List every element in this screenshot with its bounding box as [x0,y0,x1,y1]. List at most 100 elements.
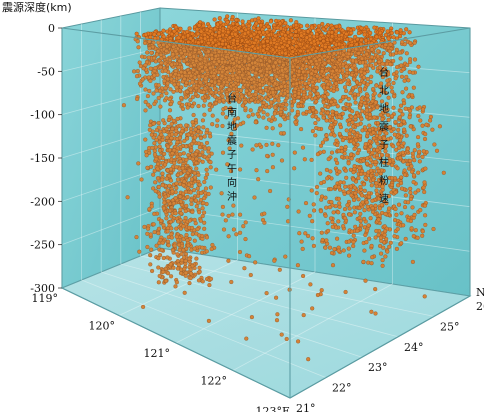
earthquake-point [397,34,403,39]
earthquake-point [227,35,232,40]
earthquake-point [284,36,289,41]
earthquake-point [313,49,319,54]
earthquake-point [226,30,231,35]
earthquake-point [305,29,311,34]
earthquake-point [156,31,161,37]
earthquake-point [212,17,217,22]
earthquake-point [386,36,391,41]
earthquake-point [217,30,222,35]
earthquake-point [225,14,230,19]
earthquake-point [206,41,211,46]
earthquake-point [280,44,285,50]
lon-floor-gridline [118,259,238,316]
earthquake-point [334,24,339,29]
earthquake-point [197,23,202,28]
lat-floor-gridline [101,271,363,358]
earthquake-point [178,38,183,43]
earthquake-point [226,44,231,49]
earthquake-point [268,19,273,24]
earthquake-point [256,19,262,24]
earthquake-point [261,39,266,44]
earthquake-point [305,23,310,28]
earthquake-point [290,28,295,33]
earthquake-point [195,27,200,32]
earthquake-point [188,36,193,41]
earthquake-point [220,41,225,47]
earthquake-point [230,21,236,26]
earthquake-point [185,29,190,34]
earthquake-point [265,39,270,44]
earthquake-point [378,30,383,35]
earthquake-point [265,46,270,51]
earthquake-point [368,30,373,36]
earthquake-point [353,34,358,39]
earthquake-point [152,32,157,37]
earthquake-point [309,25,314,30]
earthquake-point [362,32,367,37]
earthquake-point [321,39,326,44]
earthquake-point [195,31,201,36]
earthquake-point [261,30,266,35]
earthquake-point [173,25,179,30]
earthquake-point [270,47,275,52]
earthquake-point [383,32,389,37]
earthquake-point [285,30,291,35]
earthquake-point [258,23,263,28]
earthquake-point [312,39,317,44]
earthquake-point [233,32,238,37]
earthquake-point [323,44,328,49]
earthquake-point [307,37,312,42]
earthquake-point [287,40,292,45]
earthquake-point [202,32,207,38]
earthquake-point [337,42,342,47]
earthquake-point [244,43,249,48]
earthquake-point [216,41,221,46]
earthquake-point [398,28,403,33]
earthquake-point [245,39,250,44]
earthquake-point [274,18,279,23]
earthquake-point [327,45,332,50]
earthquake-point [278,26,283,31]
earthquake-point [251,25,256,30]
earthquake-point [230,14,235,20]
earthquake-point [199,29,204,34]
earthquake-point [385,29,390,34]
earthquake-point [334,29,339,34]
earthquake-point [359,26,364,31]
earthquake-point [318,36,323,41]
earthquake-point [239,28,244,34]
earthquake-point [416,64,421,69]
earthquake-point [225,20,230,25]
lat-floor-gridline [81,279,327,378]
earthquake-point [178,26,183,31]
earthquake-point [289,32,294,38]
earthquake-point [246,23,251,29]
earthquake-point [252,32,257,37]
earthquake-point [169,31,174,37]
earthquake-point [217,16,222,21]
earthquake-point [278,21,283,26]
earthquake-point [330,26,335,31]
earthquake-point [240,19,245,24]
earthquake-point [273,33,278,38]
earthquake-point [309,47,315,52]
earthquake-point [231,38,236,43]
earthquake-point [199,39,204,44]
earthquake-point [240,38,245,43]
earthquake-point [202,36,208,41]
earthquake-point [268,40,274,45]
earthquake-point [234,17,239,23]
earthquake-point [272,37,277,42]
earthquake-point [256,26,261,31]
earthquake-point [265,30,270,35]
earthquake-point [217,33,222,39]
earthquake-point [298,48,303,53]
earthquake-point [401,31,406,36]
earthquake-point [148,34,153,40]
earthquake-point [288,18,293,23]
earthquake-point [337,36,342,42]
earthquake-point [330,34,335,39]
earthquake-point [297,42,302,47]
earthquake-point [273,44,278,50]
